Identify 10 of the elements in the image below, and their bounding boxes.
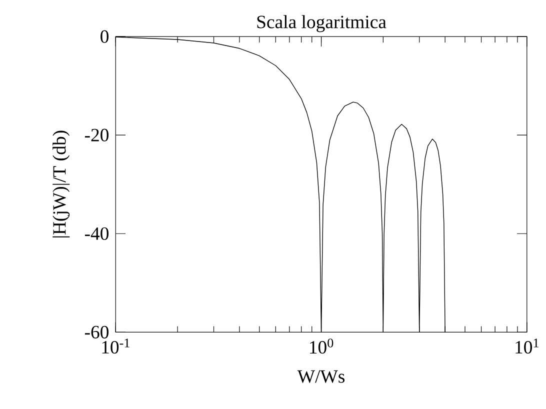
- x-tick-label: 10$^{-1}$: [102, 338, 130, 354]
- y-axis-title: |H(jW)|/T (db): [52, 130, 70, 238]
- x-tick-label: 10$^{0}$: [310, 338, 334, 354]
- y-tick-label: -20: [84, 128, 108, 142]
- chart-title: Scala logaritmica: [257, 15, 386, 32]
- y-tick-label: 0: [100, 30, 109, 43]
- y-tick-label: -40: [84, 227, 108, 240]
- x-axis-title: W/Ws: [297, 370, 345, 383]
- y-tick-label: -60: [84, 326, 108, 338]
- x-tick-label: 10$^{1}$: [516, 338, 538, 354]
